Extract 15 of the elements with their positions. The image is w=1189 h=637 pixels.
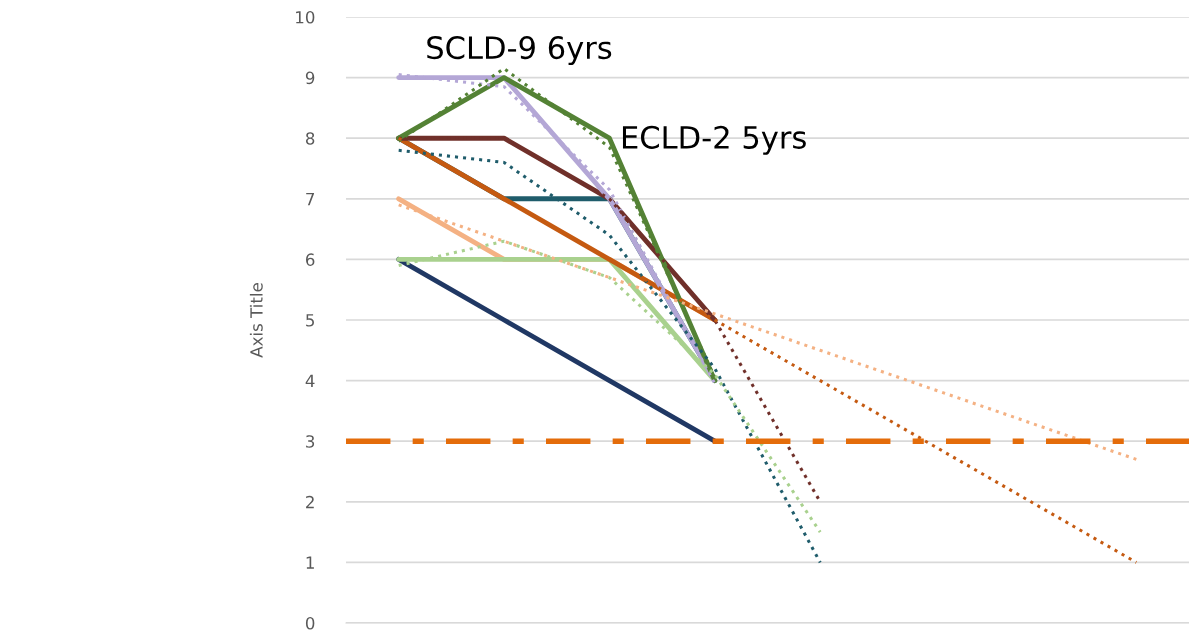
y-tick-label: 2	[306, 495, 314, 509]
line-series	[397, 239, 822, 534]
y-axis-title: Axis Title	[249, 283, 263, 358]
y-tick-label: 9	[305, 71, 315, 85]
y-tick-label: 7	[306, 192, 315, 206]
y-tick-label: 4	[305, 374, 315, 387]
y-tick-label: 1	[306, 556, 314, 569]
y-tick-label: 8	[305, 132, 315, 145]
y-tick-label: 0	[305, 616, 315, 630]
annotation: SCLD-9 6yrs	[427, 36, 612, 66]
y-tick-label: 5	[306, 314, 314, 327]
annotation: ECLD-2 5yrs	[622, 125, 806, 155]
y-tick-label: 10	[296, 10, 315, 24]
y-tick-label: 3	[306, 435, 315, 448]
y-tick-label: 6	[306, 253, 315, 266]
